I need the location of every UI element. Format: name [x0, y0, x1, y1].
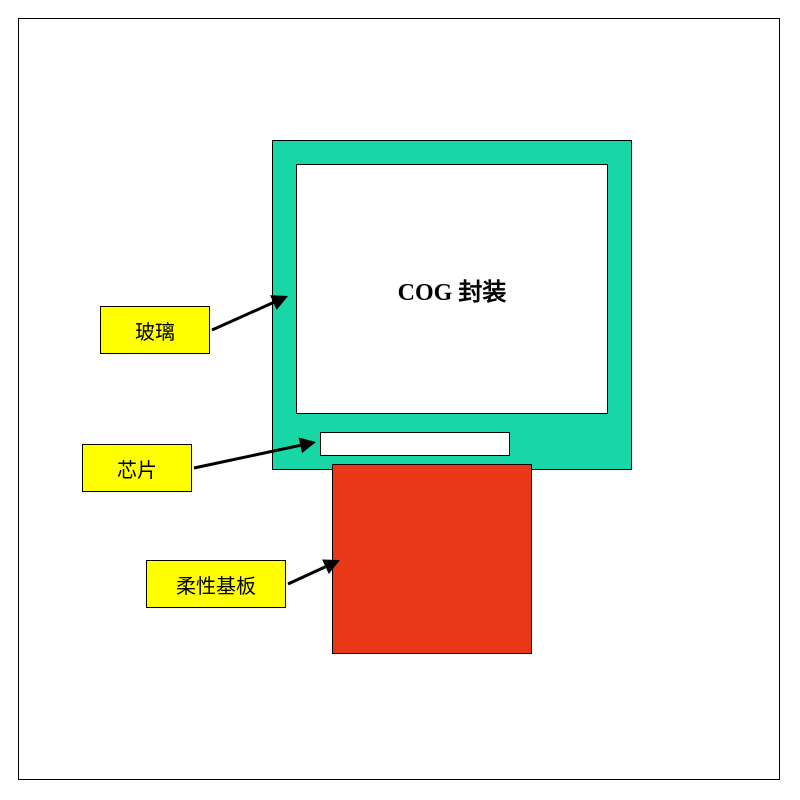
chip-slot [320, 432, 510, 456]
screen-area: COG 封装 [296, 164, 608, 414]
diagram-canvas: COG 封装 玻璃 芯片 柔性基板 [0, 0, 800, 800]
label-chip: 芯片 [82, 444, 192, 492]
label-flex-text: 柔性基板 [176, 570, 256, 599]
label-chip-text: 芯片 [117, 454, 157, 483]
title-text: COG 封装 [398, 272, 507, 307]
label-flex: 柔性基板 [146, 560, 286, 608]
flex-board [332, 464, 532, 654]
label-glass: 玻璃 [100, 306, 210, 354]
label-glass-text: 玻璃 [135, 316, 175, 345]
